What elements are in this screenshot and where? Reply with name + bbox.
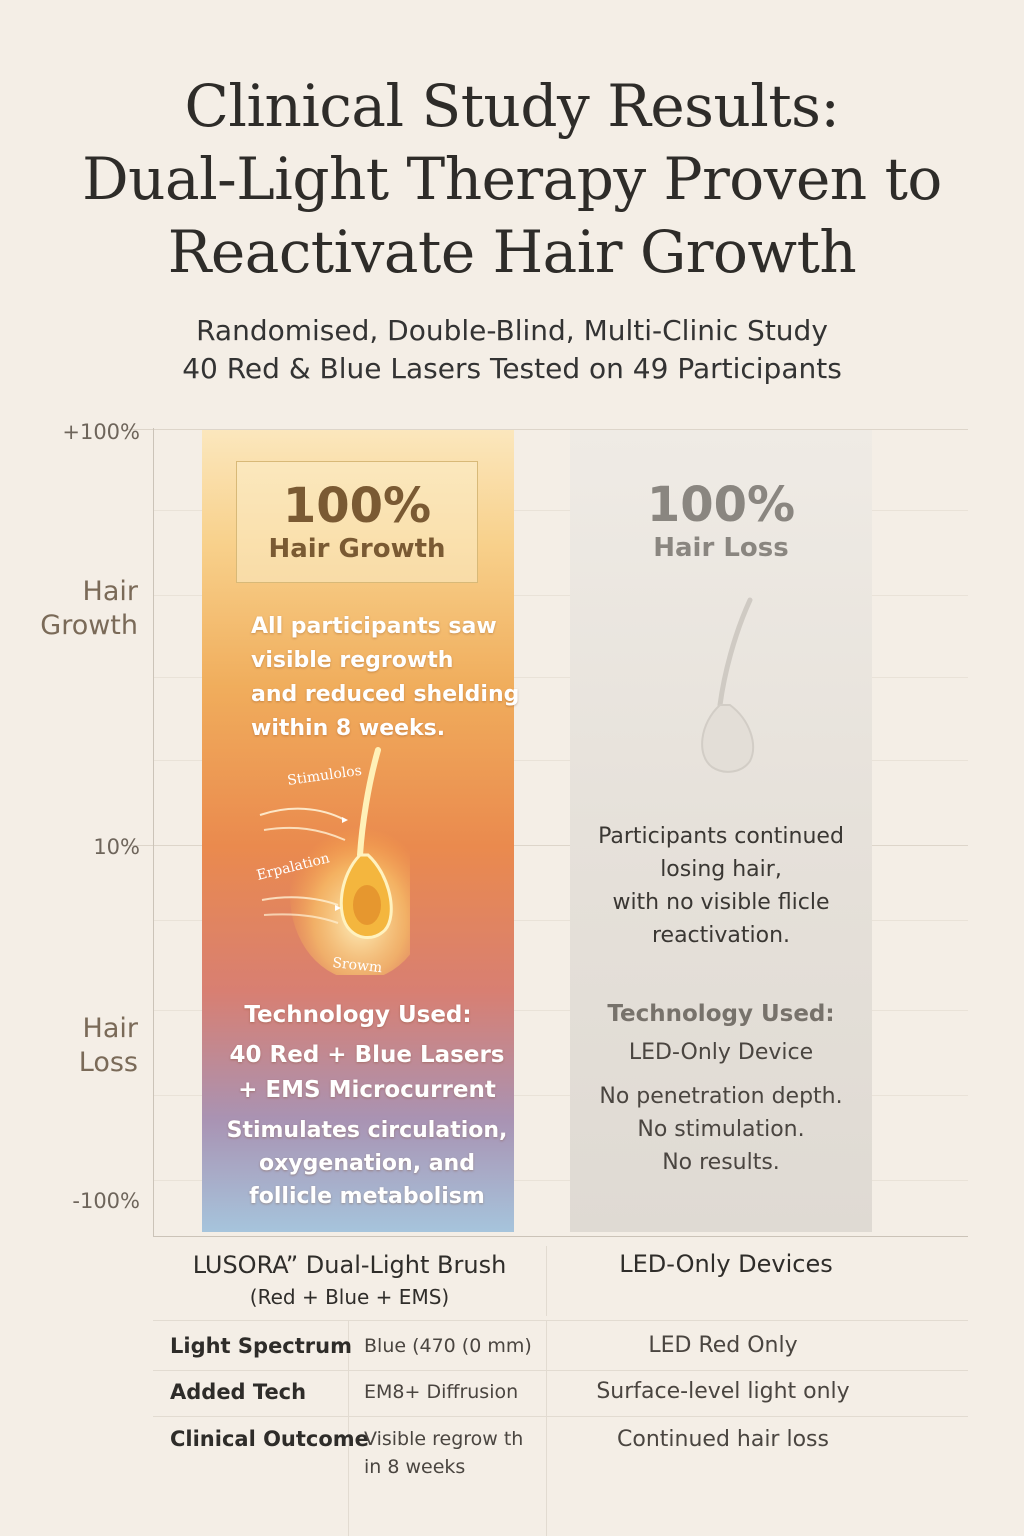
cell-added-tech-led: Surface-level light only — [596, 1379, 850, 1404]
gridline-minor — [153, 1010, 968, 1011]
cell-light-spectrum-brush: Blue (470 (0 mm) — [364, 1335, 532, 1357]
table-header-brush: LUSORA” Dual-Light Brush (Red + Blue + E… — [192, 1251, 507, 1309]
growth-tech-heading: Technology Used: — [244, 1002, 472, 1028]
y-axis — [153, 428, 154, 1236]
gridline-minor — [153, 760, 968, 761]
loss-percent: 100% — [646, 477, 796, 533]
illus-label-bottom: Srowm — [332, 955, 383, 975]
gridline-mid — [125, 845, 968, 846]
gridline-minor — [153, 677, 968, 678]
gridline-minor — [153, 595, 968, 596]
loss-tech: LED-Only Device — [628, 1040, 814, 1065]
subtitle-line-1: Randomised, Double-Blind, Multi-Clinic S… — [196, 314, 828, 347]
y-tick-label: +100% — [62, 420, 140, 444]
page-title: Clinical Study Results: Dual-Light Thera… — [0, 70, 1024, 289]
table-rule — [153, 1370, 968, 1371]
table-rule — [153, 1416, 968, 1417]
growth-benefit: Stimulates circulation, oxygenation, and… — [226, 1118, 508, 1209]
table-header-led: LED-Only Devices — [619, 1250, 833, 1278]
title-line-2: Dual-Light Therapy Proven to — [82, 145, 942, 213]
faded-follicle-icon — [701, 597, 755, 773]
table-divider — [546, 1246, 547, 1316]
y-tick-label: 10% — [93, 835, 140, 859]
row-label-added-tech: Added Tech — [170, 1380, 307, 1404]
loss-tech-heading: Technology Used: — [607, 1001, 835, 1027]
growth-percent: 100% — [282, 478, 432, 534]
glowing-follicle-icon: Stimulolos Erpalation Srowm — [255, 747, 410, 975]
table-divider — [348, 1320, 349, 1536]
growth-badge: 100% Hair Growth — [236, 461, 478, 583]
gridline-minor — [153, 920, 968, 921]
loss-notes: No penetration depth. No stimulation. No… — [599, 1084, 843, 1175]
illus-label-top: Stimulolos — [286, 763, 362, 789]
loss-caption: Hair Loss — [653, 533, 789, 563]
gridline-minor — [153, 1095, 968, 1096]
x-axis — [153, 1236, 968, 1237]
row-label-clinical-outcome: Clinical Outcome — [170, 1427, 369, 1451]
y-tick-label: -100% — [72, 1189, 140, 1213]
cell-light-spectrum-led: LED Red Only — [648, 1333, 798, 1358]
cell-added-tech-brush: EM8+ Diffrusion — [364, 1381, 519, 1403]
gridline-top — [125, 429, 968, 430]
y-label-loss: Hair Loss — [78, 1013, 138, 1078]
loss-badge: 100% Hair Loss — [570, 479, 872, 565]
growth-description: All participants saw visible regrowth an… — [251, 614, 520, 741]
bar-hair-loss — [570, 430, 872, 1232]
subtitle-line-2: 40 Red & Blue Lasers Tested on 49 Partic… — [182, 352, 842, 385]
title-line-3: Reactivate Hair Growth — [167, 218, 857, 286]
row-label-light-spectrum: Light Spectrum — [170, 1334, 352, 1358]
growth-caption: Hair Growth — [268, 534, 446, 564]
y-label-growth: Hair Growth — [40, 576, 138, 641]
gridline-minor — [153, 1180, 968, 1181]
table-rule — [153, 1320, 968, 1321]
subtitle: Randomised, Double-Blind, Multi-Clinic S… — [0, 312, 1024, 388]
cell-clinical-outcome-led: Continued hair loss — [617, 1427, 829, 1452]
table-divider — [546, 1320, 547, 1536]
growth-tech-list: 40 Red + Blue Lasers + EMS Microcurrent — [229, 1042, 505, 1103]
gridline-minor — [153, 510, 968, 511]
title-line-1: Clinical Study Results: — [184, 72, 840, 140]
loss-description: Participants continued losing hair, with… — [598, 824, 844, 948]
cell-clinical-outcome-brush: Visible regrow th in 8 weeks — [364, 1428, 524, 1478]
